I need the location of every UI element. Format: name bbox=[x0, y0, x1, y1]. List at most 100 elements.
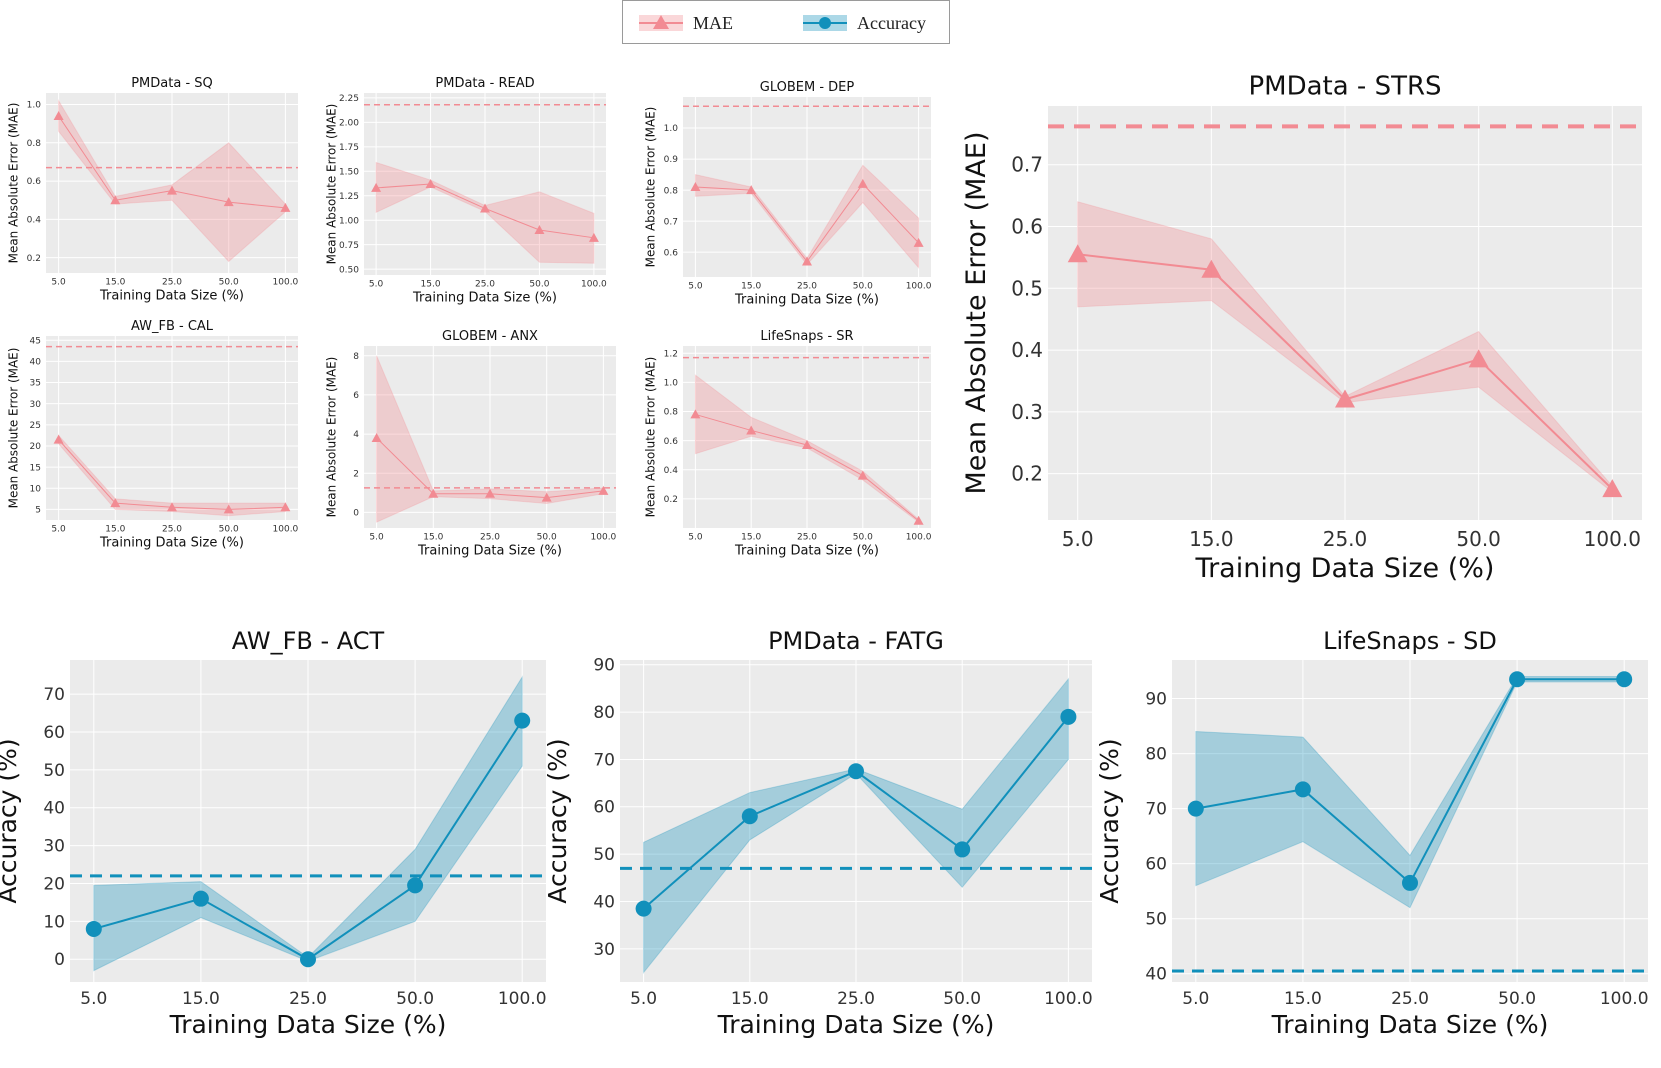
x-axis-label: Training Data Size (%) bbox=[99, 536, 244, 551]
data-point bbox=[300, 951, 316, 968]
y-tick-label: 20 bbox=[43, 874, 65, 894]
mae-legend-icon bbox=[639, 15, 683, 31]
x-tick-label: 15.0 bbox=[421, 280, 441, 290]
x-tick-label: 100.0 bbox=[581, 280, 607, 290]
x-tick-label: 50.0 bbox=[219, 525, 239, 535]
chart-anx: 0 2 4 6 8 5.0 15.0 25.0 50.0 100.0 GLOBEM - ANX Tra… bbox=[324, 329, 616, 559]
data-point bbox=[598, 485, 609, 495]
x-tick-label: 50.0 bbox=[529, 280, 549, 290]
x-tick-label: 15.0 bbox=[741, 282, 761, 292]
confidence-band bbox=[643, 677, 1069, 974]
data-point bbox=[802, 440, 812, 450]
data-point bbox=[371, 432, 382, 442]
x-tick-label: 15.0 bbox=[1189, 527, 1234, 551]
data-point bbox=[167, 185, 177, 195]
data-point bbox=[425, 179, 436, 188]
y-tick-label: 35 bbox=[30, 379, 41, 389]
y-tick-label: 0.4 bbox=[27, 216, 42, 226]
x-tick-label: 15.0 bbox=[423, 533, 443, 543]
data-point bbox=[857, 178, 868, 188]
data-point bbox=[857, 470, 868, 480]
x-tick-label: 5.0 bbox=[1182, 989, 1209, 1009]
x-tick-label: 100.0 bbox=[1600, 989, 1649, 1009]
x-tick-label: 25.0 bbox=[797, 533, 817, 543]
y-axis-label: Mean Absolute Error (MAE) bbox=[643, 357, 657, 518]
y-tick-label: 80 bbox=[593, 703, 615, 723]
y-axis-label: Mean Absolute Error (MAE) bbox=[6, 103, 20, 264]
data-point bbox=[1468, 349, 1489, 368]
y-tick-label: 0.4 bbox=[1011, 338, 1043, 362]
y-tick-label: 5 bbox=[35, 506, 41, 516]
x-tick-label: 25.0 bbox=[480, 533, 500, 543]
data-point bbox=[1602, 479, 1623, 498]
x-tick-label: 50.0 bbox=[219, 278, 239, 288]
y-tick-label: 2.25 bbox=[339, 94, 359, 104]
chart-cal: 5 10 15 20 25 30 35 40 45 5.0 15.0 25.0 50.0 100.0 AW_… bbox=[6, 319, 298, 551]
y-tick-label: 0.6 bbox=[1011, 214, 1043, 238]
chart-sr: 0.2 0.4 0.6 0.8 1.0 1.2 5.0 15.0 25.0 50.0 100.0 Li… bbox=[643, 329, 931, 559]
x-tick-label: 25.0 bbox=[1323, 527, 1368, 551]
y-tick-label: 2.00 bbox=[339, 119, 359, 129]
chart-sd: 40 50 60 70 80 90 5.0 15.0 25.0 50.0 100.0 LifeSnap… bbox=[1095, 627, 1649, 1039]
legend-item-mae: MAE bbox=[639, 1, 733, 45]
x-axis-label: Training Data Size (%) bbox=[417, 544, 562, 559]
x-tick-label: 25.0 bbox=[289, 989, 327, 1009]
accuracy-legend-icon bbox=[803, 15, 847, 31]
data-point bbox=[110, 498, 121, 508]
x-tick-label: 100.0 bbox=[498, 989, 547, 1009]
chart-title: LifeSnaps - SR bbox=[760, 329, 853, 344]
x-tick-label: 5.0 bbox=[80, 989, 107, 1009]
data-point bbox=[1067, 244, 1088, 263]
y-tick-label: 0.7 bbox=[1011, 153, 1043, 177]
x-tick-label: 5.0 bbox=[369, 533, 384, 543]
y-tick-label: 60 bbox=[43, 723, 65, 743]
legend-mae-label: MAE bbox=[693, 12, 733, 33]
y-axis-label: Mean Absolute Error (MAE) bbox=[324, 357, 338, 518]
data-point bbox=[588, 232, 599, 242]
y-tick-label: 0.50 bbox=[339, 265, 359, 275]
y-tick-label: 1.0 bbox=[664, 379, 679, 389]
legend: MAE Accuracy bbox=[622, 0, 950, 44]
y-tick-label: 0.6 bbox=[664, 437, 679, 447]
data-point bbox=[371, 182, 382, 192]
data-point bbox=[802, 256, 812, 266]
data-point bbox=[746, 425, 757, 435]
chart-title: PMData - READ bbox=[435, 76, 534, 91]
x-tick-label: 5.0 bbox=[688, 533, 703, 543]
y-tick-label: 0.8 bbox=[27, 139, 42, 149]
x-tick-label: 5.0 bbox=[51, 525, 66, 535]
x-tick-label: 25.0 bbox=[837, 989, 875, 1009]
y-tick-label: 40 bbox=[30, 358, 42, 368]
x-tick-label: 5.0 bbox=[1062, 527, 1094, 551]
chart-title: GLOBEM - DEP bbox=[760, 80, 855, 95]
chart-title: PMData - STRS bbox=[1248, 71, 1441, 101]
chart-title: PMData - SQ bbox=[131, 76, 213, 91]
y-tick-label: 0.8 bbox=[664, 186, 679, 196]
x-tick-label: 100.0 bbox=[906, 533, 932, 543]
y-tick-label: 0.2 bbox=[1011, 462, 1043, 486]
y-tick-label: 0 bbox=[54, 950, 65, 970]
y-tick-label: 0.2 bbox=[27, 254, 41, 264]
data-point bbox=[954, 841, 971, 858]
y-tick-label: 0.9 bbox=[664, 155, 679, 165]
x-tick-label: 5.0 bbox=[369, 280, 384, 290]
chart-fatg: 30 40 50 60 70 80 90 5.0 15.0 25.0 50.0 100.0 PMData… bbox=[543, 627, 1093, 1039]
data-point bbox=[280, 202, 291, 212]
y-tick-label: 70 bbox=[1145, 800, 1167, 820]
y-axis-label: Mean Absolute Error (MAE) bbox=[643, 107, 657, 268]
x-tick-label: 15.0 bbox=[1284, 989, 1322, 1009]
chart-sq: 0.2 0.4 0.6 0.8 1.0 5.0 15.0 25.0 50.0 100.0 PMDat… bbox=[6, 76, 298, 303]
x-axis-label: Training Data Size (%) bbox=[169, 1010, 447, 1039]
x-tick-label: 5.0 bbox=[688, 282, 703, 292]
y-tick-label: 60 bbox=[1145, 855, 1167, 875]
y-tick-label: 0.3 bbox=[1011, 400, 1043, 424]
y-tick-label: 80 bbox=[1145, 745, 1167, 765]
y-tick-label: 0.7 bbox=[664, 217, 678, 227]
data-point bbox=[635, 900, 652, 917]
y-tick-label: 0 bbox=[353, 508, 359, 518]
x-axis-label: Training Data Size (%) bbox=[734, 544, 879, 559]
y-tick-label: 40 bbox=[1145, 965, 1167, 985]
x-tick-label: 25.0 bbox=[162, 525, 182, 535]
data-point bbox=[407, 877, 424, 894]
data-point bbox=[1402, 874, 1418, 891]
